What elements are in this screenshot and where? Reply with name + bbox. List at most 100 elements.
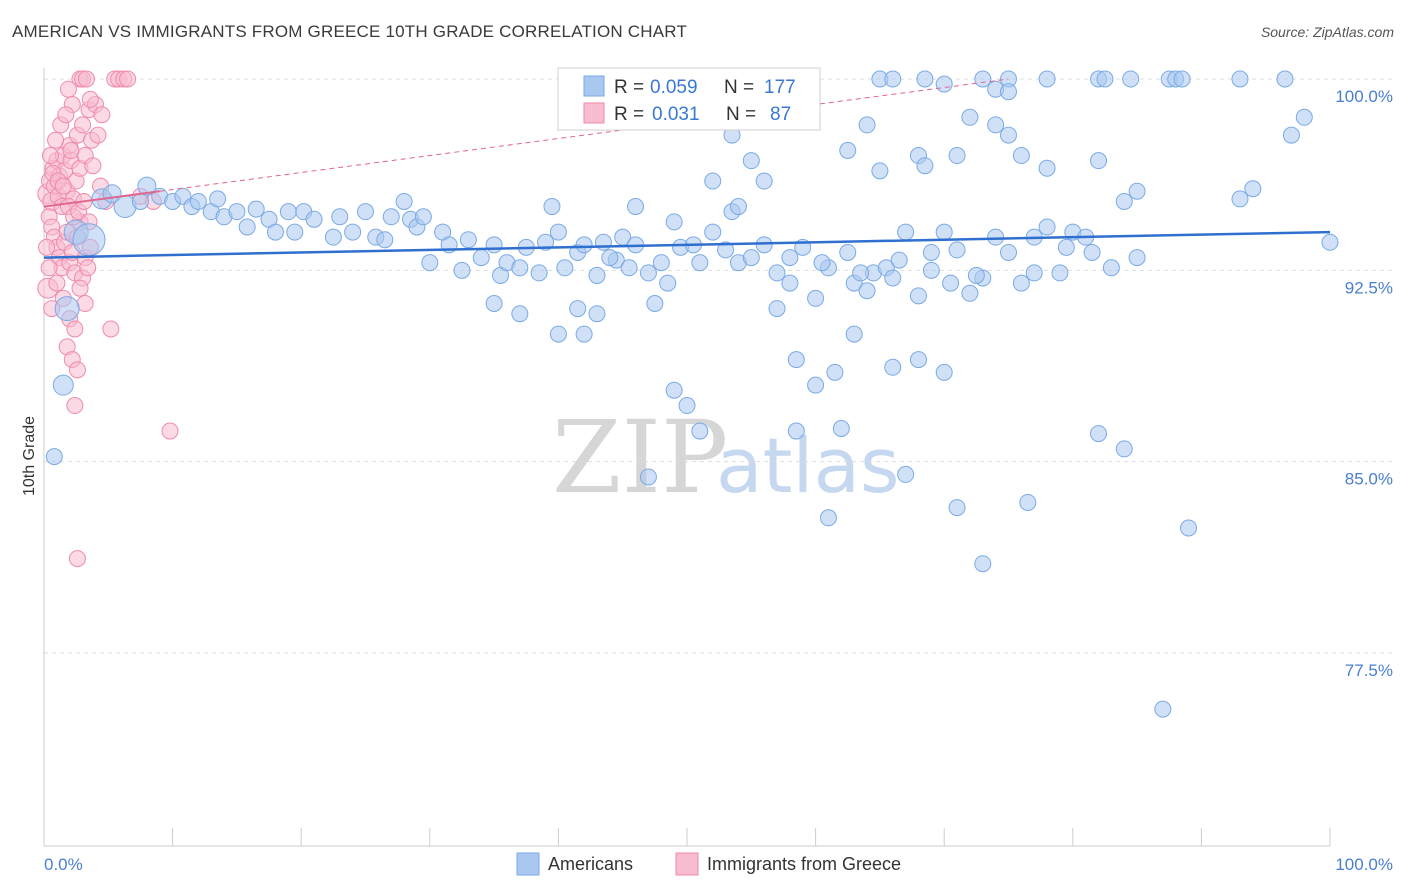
americans-point	[1180, 519, 1198, 537]
y-tick-label: 100.0%	[1335, 87, 1393, 106]
americans-point	[852, 264, 870, 282]
greece-point	[57, 106, 75, 124]
top-legend: R = 0.059 N = 177 R = 0.031 N = 87	[557, 67, 821, 131]
americans-point	[344, 223, 362, 241]
americans-point	[639, 264, 657, 282]
americans-point	[530, 264, 548, 282]
americans-point	[137, 176, 157, 196]
americans-point	[1000, 243, 1017, 261]
y-tick-label: 77.5%	[1345, 661, 1393, 680]
americans-point	[1115, 192, 1133, 210]
watermark-atlas: atlas	[716, 421, 900, 510]
greece-point	[84, 157, 102, 175]
americans-point	[839, 141, 857, 159]
americans-point	[569, 300, 587, 318]
americans-point	[678, 397, 696, 415]
americans-point	[305, 210, 323, 228]
americans-points	[45, 70, 1339, 718]
americans-point	[279, 203, 297, 221]
americans-point	[1128, 182, 1146, 200]
greece-point	[62, 141, 80, 159]
americans-point	[659, 274, 677, 292]
americans-point	[72, 223, 106, 257]
americans-point	[691, 422, 709, 440]
americans-point	[768, 264, 786, 282]
americans-point	[266, 223, 284, 241]
americans-point	[871, 162, 889, 180]
americans-point	[543, 198, 561, 216]
trend-lines	[43, 78, 1331, 259]
americans-point	[839, 243, 857, 261]
legend-swatch-americans	[583, 75, 605, 97]
americans-point	[1096, 70, 1114, 88]
americans-point	[453, 261, 471, 279]
americans-point	[357, 203, 374, 221]
americans-point	[858, 282, 876, 300]
americans-point	[1321, 233, 1339, 251]
americans-point	[948, 499, 966, 517]
americans-point	[884, 358, 902, 376]
americans-point	[324, 228, 342, 246]
americans-point	[209, 190, 227, 208]
greece-trend-line-dashed	[159, 78, 1009, 192]
americans-point	[537, 233, 555, 251]
americans-point	[1231, 70, 1249, 88]
americans-point	[807, 376, 825, 394]
americans-point	[286, 223, 304, 241]
americans-point	[935, 75, 953, 93]
greece-point	[81, 90, 99, 108]
gridlines	[44, 78, 1393, 654]
legend-swatch-greece	[583, 102, 605, 124]
legend-n-value-2: 87	[770, 104, 791, 125]
americans-point	[813, 254, 831, 272]
americans-point	[787, 351, 805, 369]
americans-point	[832, 420, 850, 438]
legend-n-label-1: N =	[724, 77, 754, 98]
americans-point	[781, 249, 799, 267]
americans-point	[556, 259, 574, 277]
americans-point	[472, 249, 490, 267]
americans-point	[742, 152, 760, 170]
greece-point	[38, 238, 56, 256]
americans-point	[627, 198, 645, 216]
americans-point	[974, 555, 992, 573]
americans-point	[1000, 126, 1017, 144]
americans-point	[884, 70, 902, 88]
greece-point	[68, 361, 86, 379]
americans-point	[1128, 249, 1146, 267]
americans-point	[421, 254, 439, 272]
bottom-legend-americans: Americans	[548, 854, 633, 874]
americans-point	[704, 223, 722, 241]
americans-point	[1019, 493, 1037, 511]
bottom-legend-swatch-americans	[516, 852, 540, 876]
source-label: Source: ZipAtlas.com	[1260, 24, 1394, 40]
americans-point	[704, 172, 722, 190]
americans-point	[967, 266, 985, 284]
greece-point	[68, 550, 86, 568]
americans-point	[717, 241, 735, 259]
americans-point	[1122, 70, 1140, 88]
americans-point	[665, 381, 683, 399]
americans-point	[1295, 108, 1313, 126]
americans-point	[807, 289, 825, 307]
americans-point	[1000, 83, 1017, 101]
y-tick-label: 85.0%	[1345, 470, 1393, 489]
y-tick-label: 92.5%	[1345, 278, 1393, 297]
legend-n-label-2: N =	[726, 104, 756, 125]
americans-point	[1025, 264, 1043, 282]
bottom-legend: Americans Immigrants from Greece	[516, 852, 901, 876]
greece-point	[71, 279, 89, 297]
americans-point	[646, 294, 664, 312]
americans-point	[1173, 70, 1191, 88]
americans-point	[987, 228, 1005, 246]
americans-point	[819, 509, 837, 527]
greece-point	[161, 422, 179, 440]
greece-point	[66, 320, 84, 338]
americans-point	[935, 363, 953, 381]
americans-point	[858, 116, 876, 134]
legend-r-label-2: R =	[614, 104, 644, 125]
americans-point	[54, 296, 80, 322]
americans-point	[652, 254, 670, 272]
americans-point	[601, 249, 619, 267]
